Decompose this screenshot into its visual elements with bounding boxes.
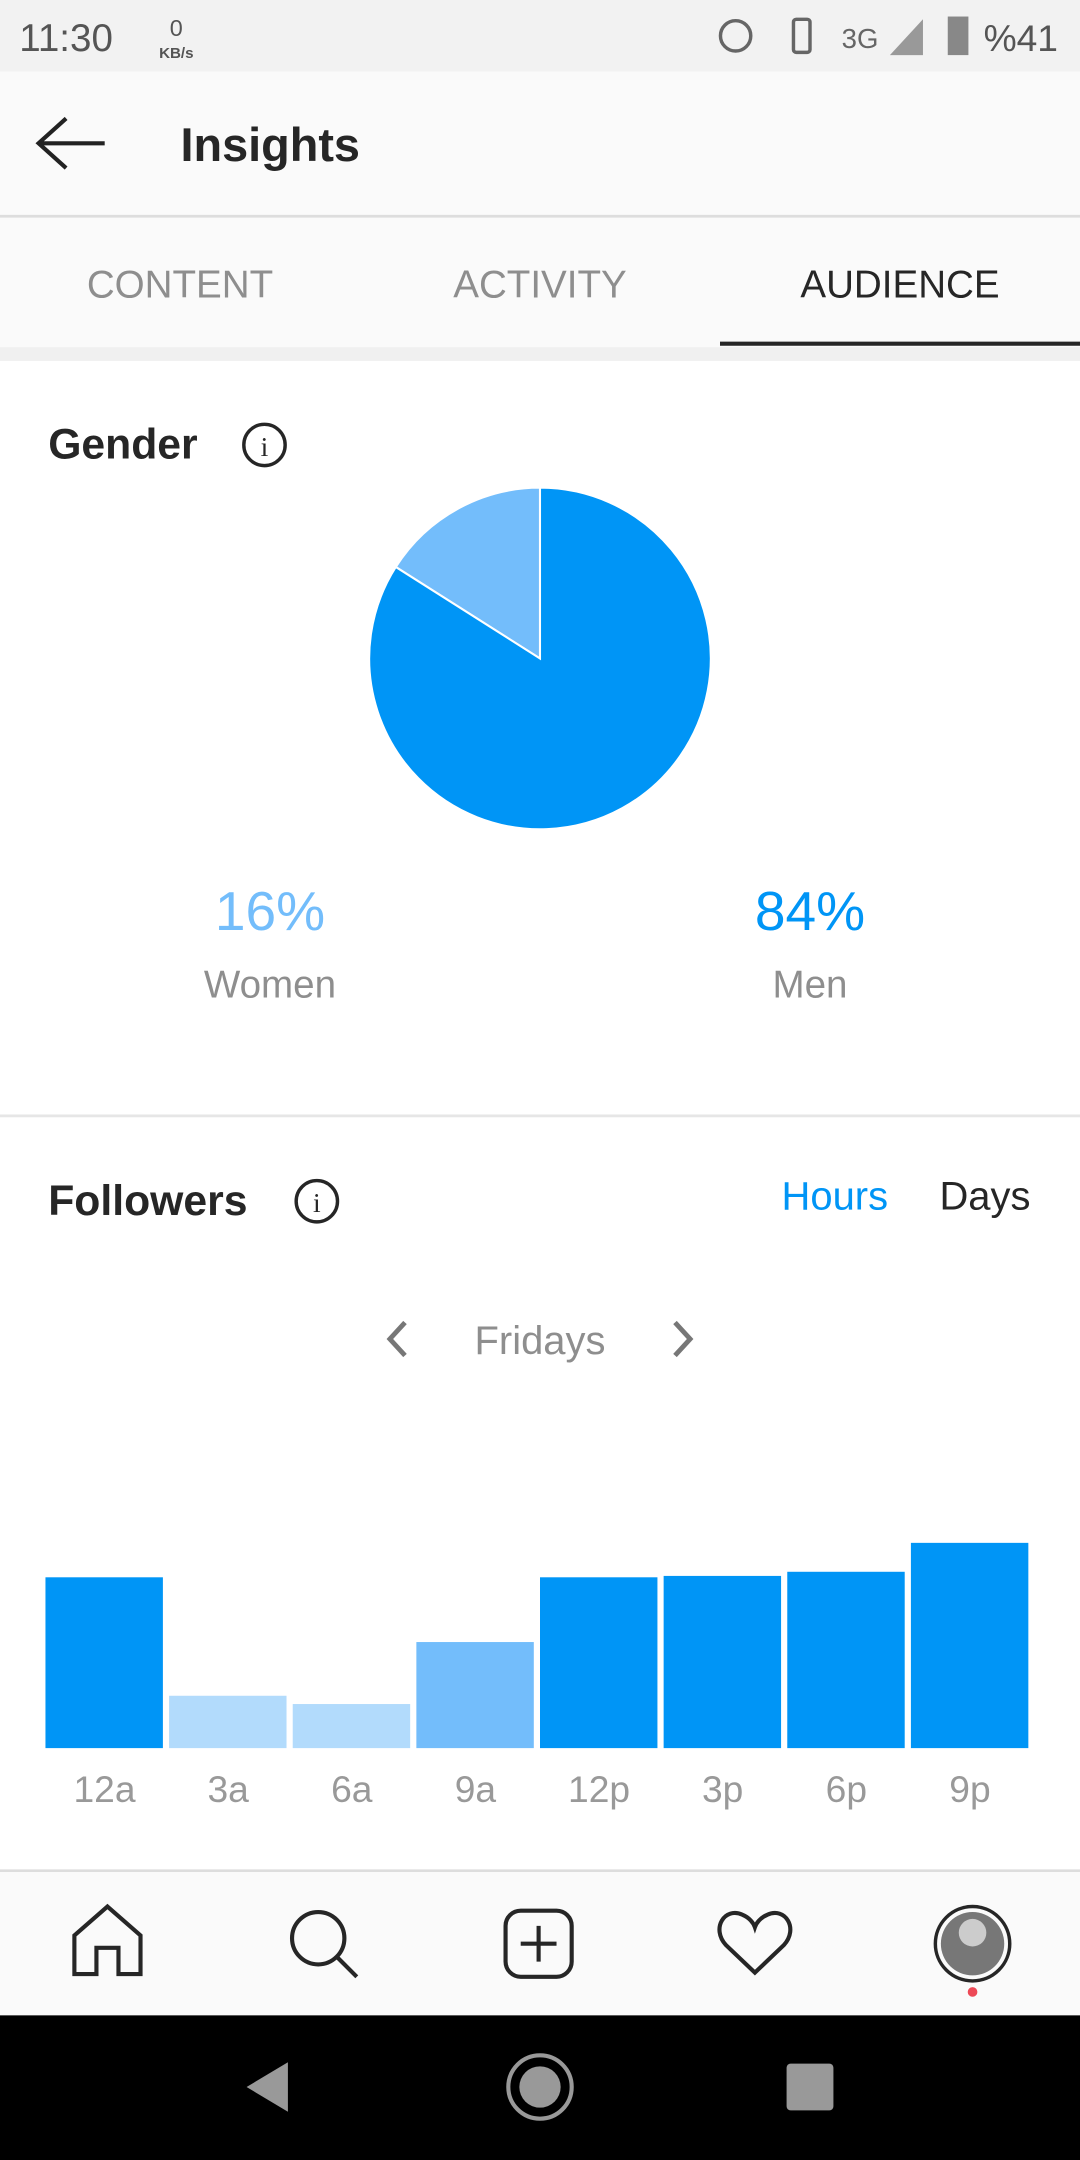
category-label: Women — [204, 963, 336, 1006]
system-back[interactable] — [246, 2062, 288, 2112]
header-bg — [0, 71, 1080, 348]
svg-text:i: i — [313, 1187, 321, 1218]
info-icon[interactable]: i — [242, 422, 287, 468]
svg-text:i: i — [261, 431, 269, 462]
status-time: 11:30 — [19, 17, 113, 60]
bar — [292, 1704, 411, 1749]
status-icon — [718, 18, 753, 53]
tab[interactable]: ACTIVITY — [453, 264, 627, 307]
status-network: 3G — [842, 23, 879, 54]
status-battery: %41 — [984, 17, 1058, 59]
activity-tab[interactable] — [717, 1911, 793, 1976]
category-label: Men — [772, 963, 847, 1006]
bar — [416, 1642, 534, 1749]
bar — [45, 1577, 163, 1749]
battery-icon — [947, 16, 969, 56]
x-tick-label: 6a — [331, 1768, 373, 1810]
x-tick-label: 12a — [73, 1768, 135, 1810]
signal-icon — [889, 19, 923, 56]
search-tab[interactable] — [289, 1909, 359, 1979]
back-button[interactable] — [35, 116, 105, 170]
vibrate-icon — [791, 17, 812, 55]
section-title: Followers — [48, 1177, 247, 1225]
bar — [540, 1577, 658, 1749]
status-speed: 0 — [170, 15, 183, 41]
x-tick-label: 3a — [207, 1768, 249, 1810]
toggle[interactable]: Days — [939, 1174, 1030, 1218]
x-tick-label: 3p — [702, 1768, 743, 1810]
tab[interactable]: AUDIENCE — [800, 264, 999, 307]
new-post-tab[interactable] — [503, 1908, 574, 1979]
pie-slice — [394, 486, 542, 661]
header-title: Insights — [180, 119, 360, 171]
next-day[interactable] — [673, 1320, 694, 1358]
x-tick-label: 9p — [949, 1768, 990, 1810]
home-tab[interactable] — [72, 1903, 143, 1977]
info-icon[interactable]: i — [294, 1178, 340, 1224]
tab-indicator — [720, 341, 1080, 346]
profile-tab[interactable] — [933, 1904, 1012, 1997]
value-label: 84% — [755, 880, 865, 942]
status-bar — [0, 0, 1080, 72]
value-label: 16% — [215, 880, 325, 942]
bar — [663, 1575, 782, 1749]
pie-slice — [368, 486, 712, 831]
day-label: Fridays — [475, 1319, 606, 1363]
bar — [787, 1571, 905, 1749]
x-tick-label: 12p — [568, 1768, 630, 1810]
status-speed-unit: KB/s — [159, 45, 194, 62]
bar — [910, 1542, 1029, 1749]
section-title: Gender — [48, 421, 197, 469]
prev-day[interactable] — [386, 1320, 407, 1358]
system-home[interactable] — [506, 2053, 574, 2121]
toggle[interactable]: Hours — [782, 1174, 889, 1218]
system-recents[interactable] — [786, 2063, 834, 2111]
x-tick-label: 6p — [826, 1768, 867, 1810]
tab[interactable]: CONTENT — [87, 264, 273, 307]
x-tick-label: 9a — [455, 1768, 497, 1810]
bar — [169, 1695, 287, 1749]
divider — [0, 347, 1080, 361]
